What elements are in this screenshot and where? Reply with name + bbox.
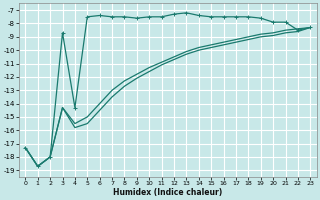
X-axis label: Humidex (Indice chaleur): Humidex (Indice chaleur)	[113, 188, 222, 197]
